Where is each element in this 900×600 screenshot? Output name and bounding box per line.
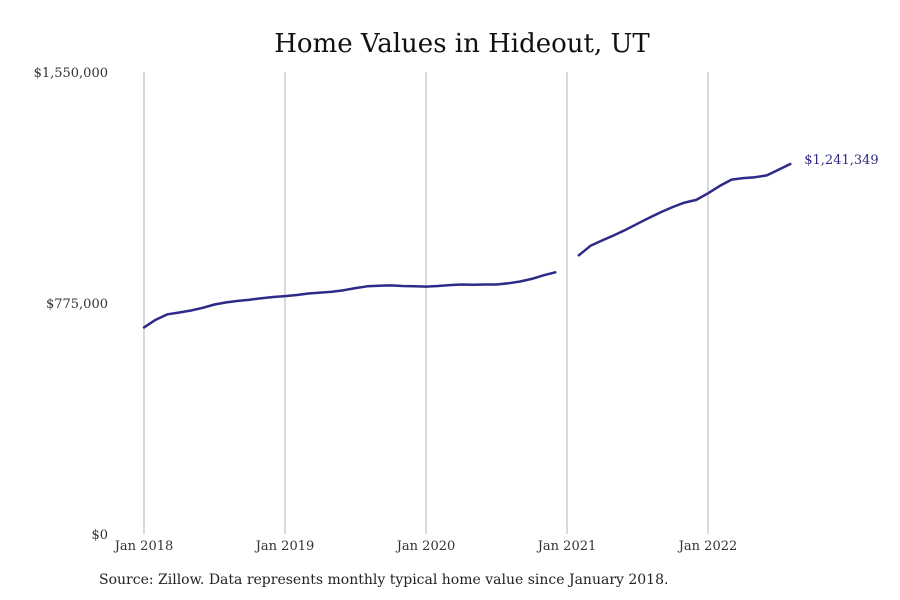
y-axis-ticks: $0 $775,000 $1,550,000 <box>34 66 108 543</box>
y-tick-label: $1,550,000 <box>34 66 108 81</box>
end-value-label: $1,241,349 <box>804 153 878 168</box>
x-axis-ticks: Jan 2018 Jan 2019 Jan 2020 Jan 2021 Jan 2022 <box>113 539 738 554</box>
x-tick-label: Jan 2018 <box>113 539 174 554</box>
source-note: Source: Zillow. Data represents monthly … <box>99 572 669 588</box>
x-tick-label: Jan 2020 <box>395 539 456 554</box>
x-tick-label: Jan 2022 <box>677 539 738 554</box>
series-line-segment <box>142 271 557 329</box>
series-line-segment <box>577 162 792 257</box>
y-tick-label: $0 <box>91 528 108 543</box>
gridlines <box>143 72 709 534</box>
series-line-group <box>142 162 792 329</box>
x-tick-label: Jan 2019 <box>254 539 315 554</box>
chart-title: Home Values in Hideout, UT <box>274 29 650 59</box>
y-tick-label: $775,000 <box>46 297 108 312</box>
x-tick-label: Jan 2021 <box>536 539 597 554</box>
